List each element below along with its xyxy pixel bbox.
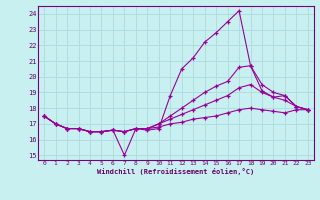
X-axis label: Windchill (Refroidissement éolien,°C): Windchill (Refroidissement éolien,°C)	[97, 168, 255, 175]
